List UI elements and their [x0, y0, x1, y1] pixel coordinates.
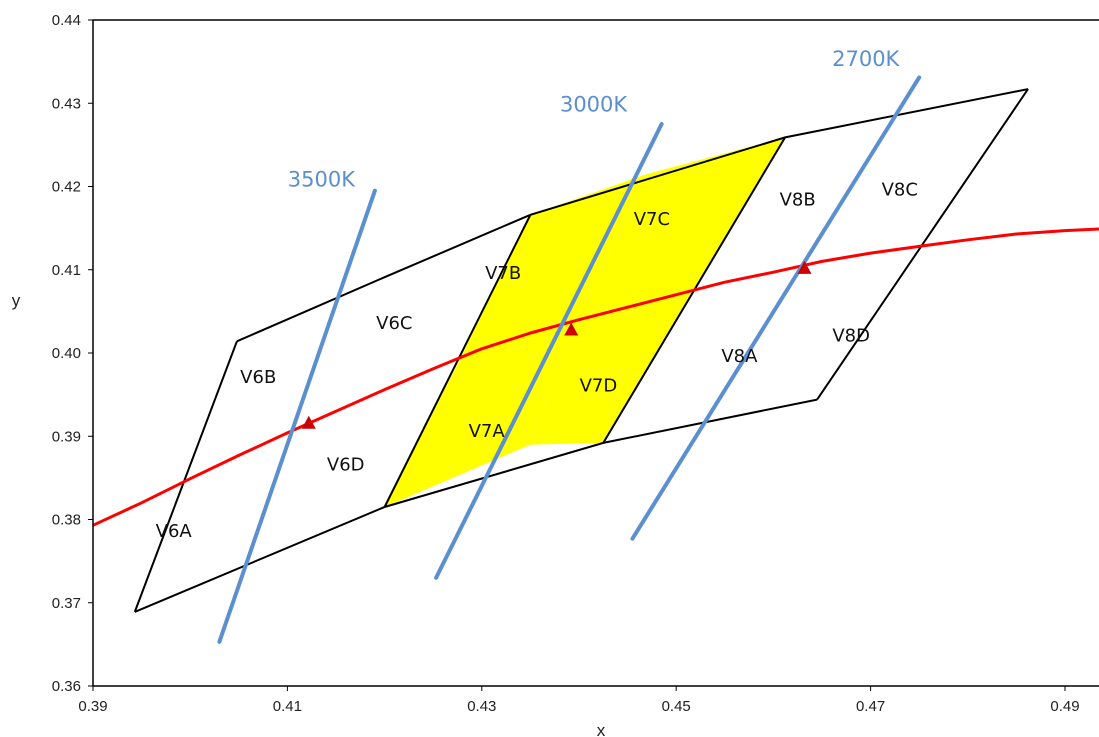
blackbody-locus-line: [92, 227, 1099, 527]
bin-outlines: [133, 88, 1029, 613]
tick-labels: 0.39 0.41 0.43 0.45 0.47 0.49 0.36 0.37 0.38 0.39…: [52, 12, 1080, 715]
locus-marker-2: [564, 322, 579, 336]
locus-markers-layer: [301, 260, 812, 429]
cct-labels: 3500K 3000K 2700K: [288, 47, 901, 192]
y-tick-label: 0.42: [52, 179, 81, 196]
region-label-v8a: V8A: [721, 346, 758, 367]
outline-bottom-edge: [134, 398, 818, 613]
x-tick-label: 0.45: [662, 698, 691, 715]
cct-line-3500k: [217, 188, 377, 644]
region-v7b: [456, 174, 647, 367]
region-v8c: [802, 89, 1028, 270]
cct-label-2700k: 2700K: [832, 47, 900, 71]
locus-marker-1: [301, 415, 316, 429]
region-v7c: [571, 137, 786, 331]
region-v8b: [690, 118, 871, 294]
x-axis-title: x: [597, 721, 606, 737]
region-label-v7c: V7C: [634, 209, 670, 230]
y-tick-label: 0.38: [52, 512, 81, 529]
outline-divider-2: [383, 214, 532, 508]
region-label-v7d: V7D: [580, 375, 618, 396]
region-v6d: [309, 366, 457, 545]
plot-axes: [88, 19, 1099, 691]
region-label-v6a: V6A: [156, 521, 193, 542]
region-label-v6c: V6C: [376, 313, 412, 334]
x-tick-label: 0.39: [78, 698, 107, 715]
region-label-v8d: V8D: [832, 325, 870, 346]
region-labels: V6A V6B V6C V6D V7A V7B V7C V7D V8A V8B V8C V8D: [156, 180, 918, 542]
cct-label-3500k: 3500K: [288, 168, 356, 192]
region-v7a: [384, 330, 572, 507]
y-tick-label: 0.43: [52, 95, 81, 112]
cct-line-3000k: [434, 122, 664, 580]
blackbody-locus-layer: [92, 227, 1099, 527]
region-fills: [134, 89, 1028, 612]
region-label-v6b: V6B: [240, 367, 276, 388]
region-label-v6d: V6D: [327, 454, 365, 475]
region-v8a: [603, 269, 803, 443]
locus-marker-3: [797, 260, 812, 274]
y-tick-label: 0.41: [52, 262, 81, 279]
region-v6a: [134, 479, 385, 612]
cct-lines-layer: [217, 75, 922, 644]
cct-label-3000k: 3000K: [560, 93, 628, 117]
outline-divider-1: [133, 340, 238, 613]
region-v6c: [316, 214, 531, 367]
y-axis-title: y: [12, 291, 21, 310]
region-label-v7a: V7A: [469, 421, 506, 442]
y-tick-label: 0.44: [52, 12, 81, 29]
x-tick-label: 0.49: [1050, 698, 1079, 715]
region-v7d: [530, 293, 691, 445]
cct-line-2700k: [630, 75, 922, 541]
x-tick-label: 0.47: [856, 698, 885, 715]
region-label-v7b: V7B: [485, 263, 521, 284]
region-v8d: [724, 250, 924, 416]
region-v6b: [185, 310, 457, 480]
region-label-v8b: V8B: [780, 190, 816, 211]
region-label-v8c: V8C: [882, 180, 918, 201]
outline-divider-4: [816, 88, 1029, 401]
y-tick-label: 0.36: [52, 678, 81, 695]
y-tick-label: 0.39: [52, 428, 81, 445]
y-tick-label: 0.37: [52, 595, 81, 612]
x-tick-label: 0.43: [467, 698, 496, 715]
y-tick-label: 0.40: [52, 345, 81, 362]
x-tick-label: 0.41: [273, 698, 302, 715]
